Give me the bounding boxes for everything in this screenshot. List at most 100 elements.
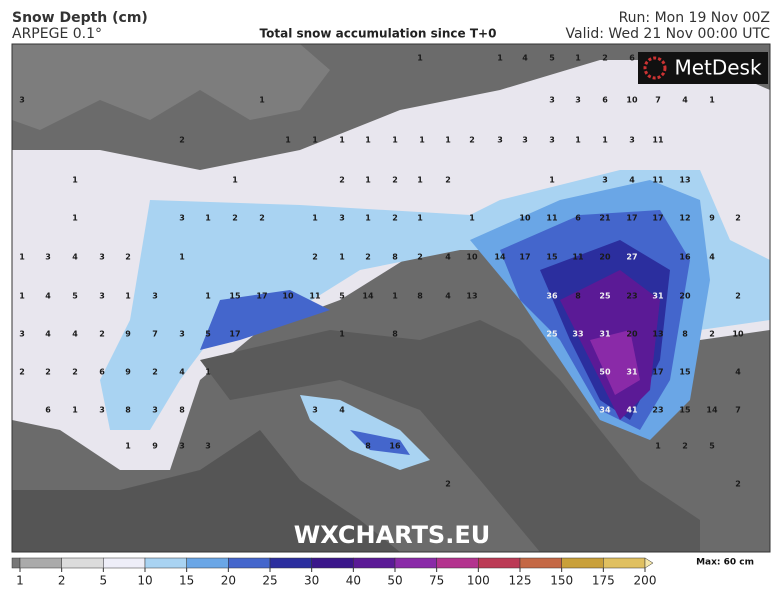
map-label: 2 (735, 480, 741, 489)
map-label: 8 (682, 330, 688, 339)
subtitle: Total snow accumulation since T+0 (260, 27, 497, 41)
map-label: 31 (652, 292, 664, 301)
map-label: 3 (99, 253, 105, 262)
map-label: 1 (72, 214, 78, 223)
map-label: 13 (466, 292, 477, 301)
watermark: WXCHARTS.EU (294, 521, 490, 549)
map-label: 3 (497, 136, 503, 145)
map-label: 2 (392, 214, 398, 223)
map-label: 11 (309, 292, 321, 301)
map-label: 3 (575, 96, 581, 105)
map-label: 2 (152, 368, 158, 377)
map-label: 34 (599, 406, 611, 415)
legend: 1 2 5 10 15 20 25 30 40 50 75 100 125 150 175 200 (11, 557, 656, 588)
map-label: 17 (652, 214, 663, 223)
map-label: 1 (179, 253, 185, 262)
map-label: 1 (417, 214, 423, 223)
map-label: 11 (652, 176, 664, 185)
map-label: 33 (572, 330, 583, 339)
legend-swatch (436, 557, 479, 569)
map-label: 2 (99, 330, 105, 339)
map-label: 2 (602, 54, 608, 63)
map-label: 2 (735, 292, 741, 301)
map-label: 2 (417, 253, 423, 262)
map-label: 1 (417, 176, 423, 185)
map-label: 11 (572, 253, 584, 262)
map-label: 15 (546, 253, 558, 262)
map-label: 1 (285, 136, 291, 145)
map-label: 2 (312, 253, 318, 262)
map (11, 43, 771, 553)
map-label: 4 (682, 96, 688, 105)
map-label: 4 (735, 368, 741, 377)
map-label: 31 (599, 330, 611, 339)
map-label: 4 (445, 253, 451, 262)
legend-swatch (269, 557, 312, 569)
map-label: 23 (652, 406, 663, 415)
legend-swatch (394, 557, 437, 569)
map-label: 3 (312, 406, 318, 415)
map-label: 3 (179, 442, 185, 451)
map-label: 25 (599, 292, 611, 301)
map-label: 3 (45, 253, 51, 262)
map-label: 17 (626, 214, 637, 223)
map-label: 2 (445, 176, 451, 185)
legend-tick-label: 75 (429, 574, 444, 588)
map-label: 11 (546, 214, 558, 223)
map-label: 3 (205, 442, 211, 451)
map-label: 1 (72, 406, 78, 415)
title: Snow Depth (cm) (12, 10, 148, 26)
map-label: 4 (629, 176, 635, 185)
legend-swatch (103, 557, 146, 569)
map-label: 5 (709, 442, 715, 451)
map-label: 4 (179, 368, 185, 377)
map-label: 1 (445, 136, 451, 145)
map-label: 41 (626, 406, 638, 415)
map-label: 2 (709, 330, 715, 339)
map-label: 2 (232, 214, 238, 223)
legend-tick-label: 150 (550, 574, 573, 588)
map-label: 21 (599, 214, 611, 223)
map-label: 1 (72, 176, 78, 185)
legend-max: Max: 60 cm (696, 558, 754, 568)
map-label: 9 (125, 368, 131, 377)
map-label: 9 (125, 330, 131, 339)
map-label: 14 (706, 406, 718, 415)
map-label: 31 (626, 368, 638, 377)
map-label: 1 (339, 136, 345, 145)
legend-swatch (561, 557, 604, 569)
map-label: 5 (72, 292, 78, 301)
map-label: 7 (152, 330, 158, 339)
map-label: 9 (152, 442, 158, 451)
map-label: 1 (419, 136, 425, 145)
map-label: 2 (72, 368, 78, 377)
map-label: 2 (45, 368, 51, 377)
map-label: 1 (205, 368, 211, 377)
map-label: 2 (735, 214, 741, 223)
map-label: 25 (546, 330, 558, 339)
map-label: 4 (72, 330, 78, 339)
map-label: 6 (602, 96, 608, 105)
map-label: 3 (152, 292, 158, 301)
map-label: 3 (339, 214, 345, 223)
map-label: 6 (575, 214, 581, 223)
legend-tick-label: 125 (509, 574, 532, 588)
map-label: 1 (125, 442, 131, 451)
map-label: 1 (365, 176, 371, 185)
map-label: 8 (417, 292, 423, 301)
map-label: 3 (19, 330, 25, 339)
map-label: 2 (259, 214, 265, 223)
map-label: 4 (45, 292, 51, 301)
map-label: 4 (445, 292, 451, 301)
run: Run: Mon 19 Nov 00Z (619, 10, 770, 26)
legend-swatch (11, 557, 21, 569)
map-label: 13 (652, 330, 663, 339)
map-label: 4 (72, 253, 78, 262)
map-label: 3 (522, 136, 528, 145)
map-label: 1 (469, 214, 475, 223)
map-label: 15 (229, 292, 241, 301)
map-label: 8 (392, 330, 398, 339)
legend-swatch (519, 557, 562, 569)
model: ARPEGE 0.1° (12, 26, 102, 42)
map-label: 4 (45, 330, 51, 339)
